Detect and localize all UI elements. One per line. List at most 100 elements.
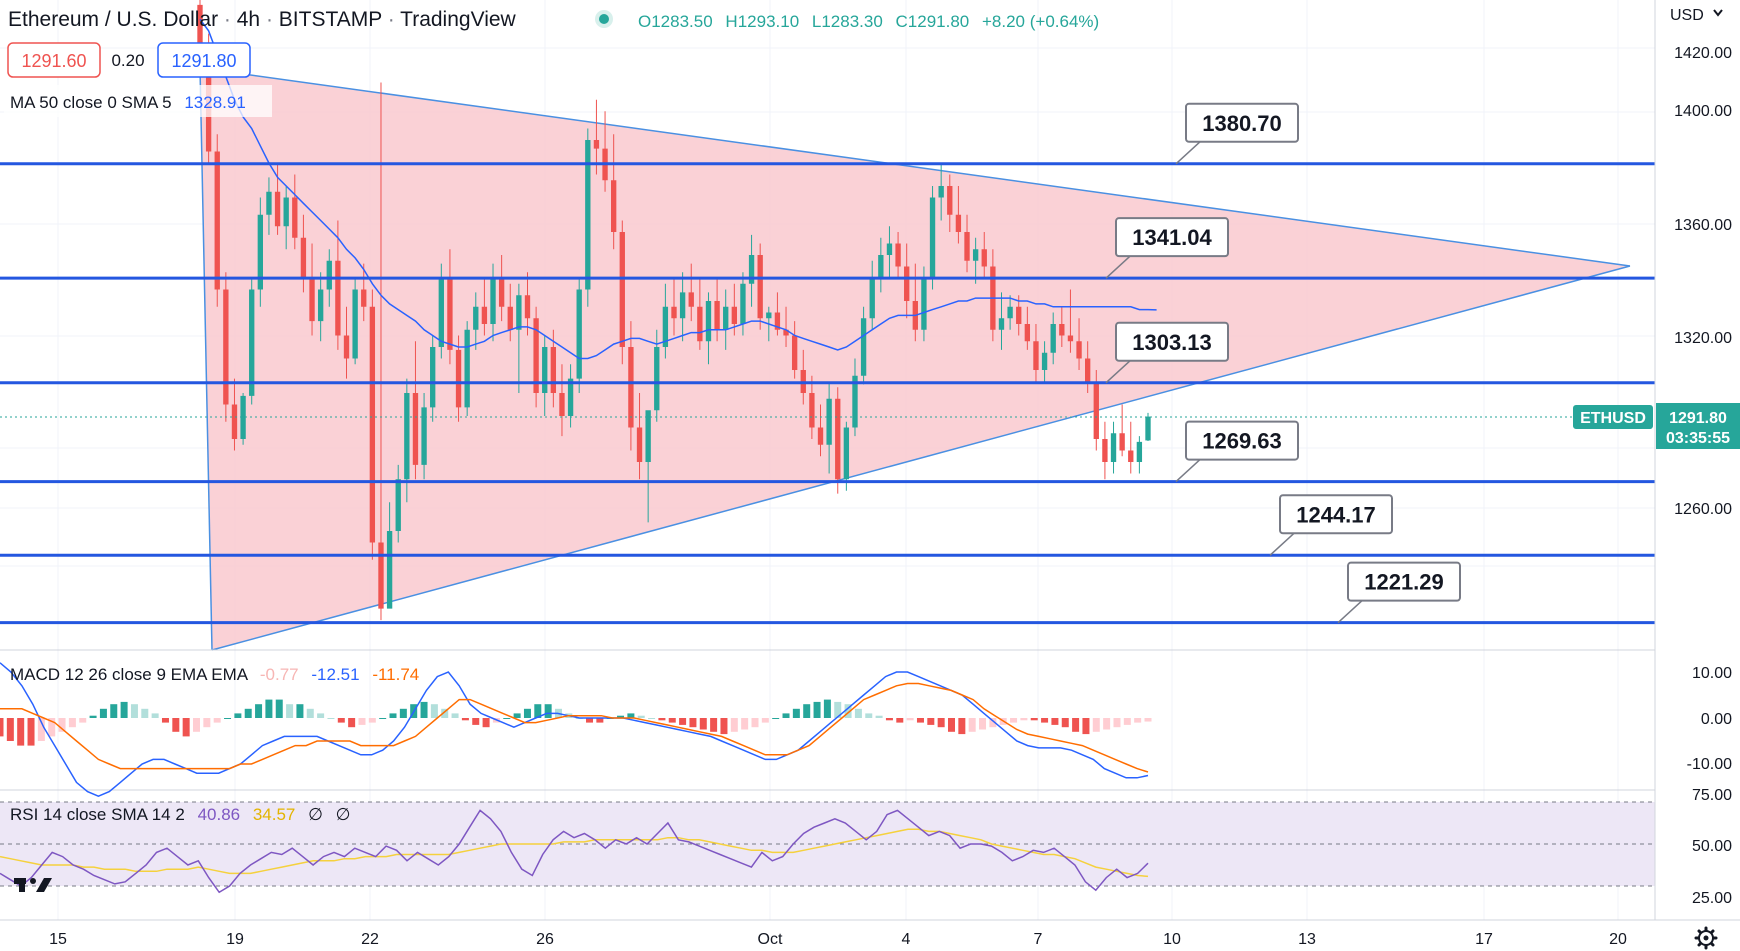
rsi-value: 40.86 [198, 805, 241, 824]
candle [266, 177, 272, 235]
triangle-lower-edge [211, 265, 1631, 651]
ma-legend[interactable]: MA 50 close 0 SMA 5 1328.91 [4, 85, 272, 117]
price-axis-tick: -10.00 [1687, 756, 1732, 773]
candle-body [878, 255, 884, 278]
time-axis[interactable]: 15 19 22 26 Oct 4 7 10 13 17 20 [49, 931, 1627, 948]
ask-price: 1291.80 [171, 51, 236, 71]
candle [249, 278, 255, 405]
candle [1050, 312, 1056, 365]
time-axis-tick: Oct [758, 931, 783, 948]
price-axis-tick: 1320.00 [1674, 330, 1732, 347]
candle-body [473, 306, 479, 330]
candle [774, 292, 781, 336]
candle [895, 232, 901, 278]
symbol-price-badge[interactable]: ETHUSD [1573, 405, 1653, 429]
macd-histogram-bar [275, 699, 283, 718]
callout-box [1347, 561, 1461, 602]
candle [869, 260, 875, 330]
candle-body [938, 186, 944, 198]
macd-histogram-bar [1010, 718, 1018, 723]
candle-body [352, 289, 358, 359]
ohlc-low: L1283.30 [812, 12, 883, 31]
candle [938, 163, 944, 221]
callout-box [1115, 321, 1229, 362]
candle-body [947, 186, 953, 215]
candle-body [1007, 306, 1013, 319]
candle-body [1119, 433, 1125, 451]
moving-average-line [199, 18, 1157, 360]
rsi-pane [0, 809, 1149, 894]
price-axis[interactable]: 1420.00 1400.00 1360.00 1320.00 1260.00 10.00… [1674, 45, 1732, 907]
candle [981, 232, 987, 278]
symbol-title[interactable]: Ethereum / U.S. Dollar [8, 8, 218, 31]
candle-body [585, 140, 591, 290]
macd-histogram-bar [265, 699, 273, 718]
candle-body [852, 375, 858, 428]
candle [929, 186, 936, 290]
candle-body [317, 289, 324, 322]
candle [748, 234, 755, 307]
candle-body [817, 427, 824, 445]
macd-histogram-bar [348, 718, 356, 728]
macd-histogram-bar [679, 718, 687, 725]
macd-histogram-bar [255, 704, 263, 718]
settings-gear-icon[interactable] [1694, 926, 1718, 950]
candle [481, 278, 488, 336]
currency-selector[interactable]: USD [1670, 7, 1723, 24]
macd-histogram-bar [141, 708, 149, 718]
macd-pane [0, 662, 1152, 798]
candle [714, 278, 720, 342]
buy-button[interactable]: 1291.80 [157, 42, 251, 78]
macd-histogram-bar [37, 718, 45, 741]
macd-histogram-bar [1134, 718, 1142, 723]
price-axis-tick: 0.00 [1701, 711, 1732, 728]
callout-label: 1244.17 [1296, 502, 1376, 527]
price-axis-tick: 1420.00 [1674, 45, 1732, 62]
candle [809, 375, 815, 439]
candle [791, 321, 798, 379]
macd-histogram-bar [130, 704, 138, 718]
chart-header: Ethereum / U.S. Dollar · 4h · BITSTAMP ·… [8, 8, 1099, 31]
time-axis-tick: 20 [1609, 931, 1627, 948]
rsi-legend[interactable]: RSI 14 close SMA 14 2 40.86 34.57 ∅ ∅ [10, 805, 350, 824]
macd-histogram-bar [823, 699, 831, 718]
candle-body [1136, 441, 1143, 462]
ma-50-line [199, 18, 1157, 360]
candle-body [886, 243, 893, 255]
macd-histogram-bar [48, 718, 56, 737]
macd-histogram-bar [989, 718, 997, 728]
candle [361, 263, 367, 322]
svg-text:MA 50 close 0 SMA 5 1328: MA 50 close 0 SMA 5 1328.91 [10, 93, 246, 112]
macd-histogram-bar [854, 708, 862, 718]
current-price-tag: 1291.80 03:35:55 [1656, 403, 1740, 449]
candle-body [361, 289, 367, 307]
candle [516, 283, 522, 393]
macd-histogram-bar [689, 718, 697, 728]
candle-body [636, 427, 643, 462]
macd-histogram-bar [286, 704, 294, 718]
candle [421, 393, 427, 480]
candle-body [1033, 341, 1039, 370]
candle-body [972, 249, 979, 261]
candle [473, 292, 479, 350]
macd-histogram-bar [1061, 718, 1069, 728]
candle-body [593, 140, 600, 149]
macd-legend[interactable]: MACD 12 26 close 9 EMA EMA -0.77 -12.51 … [10, 665, 419, 684]
candle-body [1041, 352, 1048, 370]
time-axis-tick: 10 [1163, 931, 1181, 948]
candle-body [249, 289, 255, 396]
candle [998, 292, 1005, 350]
sell-button[interactable]: 1291.60 [7, 42, 101, 78]
macd-histogram-bar [627, 713, 635, 718]
interval-label[interactable]: 4h [237, 8, 260, 31]
macd-histogram-bar [327, 718, 335, 719]
callout-box [1185, 420, 1299, 461]
tradingview-logo [14, 878, 52, 892]
macd-histogram-bar [1030, 718, 1038, 721]
candle-body [481, 306, 488, 324]
candle-body [697, 306, 703, 342]
candle [817, 404, 824, 457]
candle-body [723, 306, 729, 330]
candle [947, 174, 953, 232]
